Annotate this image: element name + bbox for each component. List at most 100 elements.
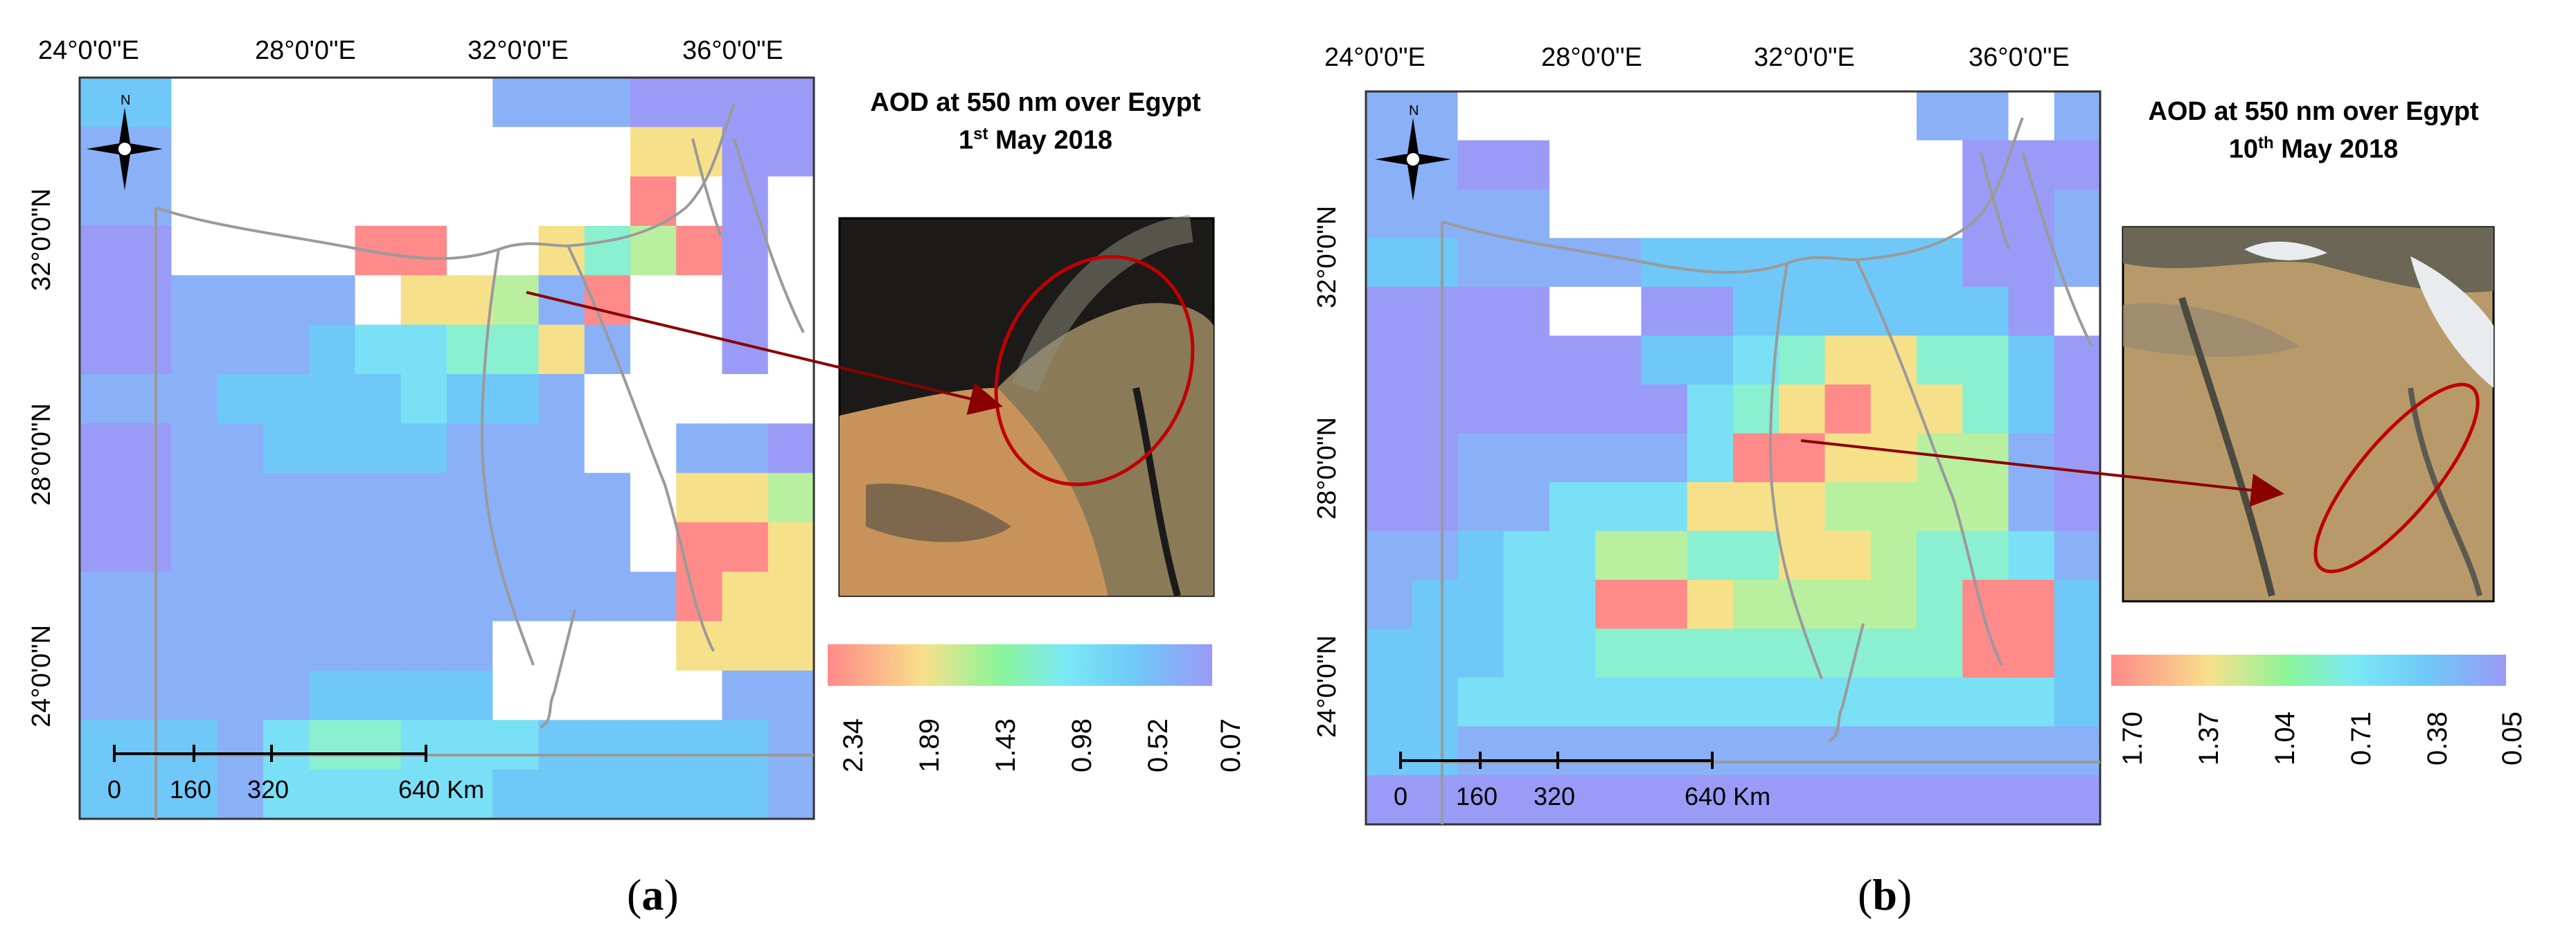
scale-label-0-b: 0: [1394, 782, 1407, 811]
title-day-b: 10: [2228, 134, 2259, 164]
aod-cell: [584, 472, 631, 523]
aod-cell: [1641, 433, 1688, 483]
aod-cell: [217, 176, 264, 227]
aod-cell: [125, 621, 172, 671]
lon-tick-36: 36°0'0"E: [682, 36, 783, 65]
aod-cell: [1687, 531, 1734, 581]
aod-cell: [355, 720, 402, 770]
aod-cell: [1457, 189, 1504, 239]
aod-cell: [1779, 678, 1826, 727]
aod-cell: [355, 78, 402, 128]
aod-cell: [80, 275, 127, 326]
aod-cell: [447, 720, 494, 770]
aod-cell: [447, 78, 494, 128]
aod-cell: [447, 373, 494, 425]
aod-cell: [125, 572, 172, 622]
aod-cell: [676, 522, 723, 573]
satellite-inset-a: [838, 215, 1215, 597]
aod-cell: [1733, 531, 1780, 581]
aod-cell: [1779, 726, 1826, 776]
scale-label-640: 640 Km: [398, 775, 484, 804]
aod-cell: [492, 275, 540, 326]
aod-cell: [1870, 775, 1917, 825]
lat-tick-24-b: 24°0'0"N: [1313, 635, 1342, 738]
aod-cell: [492, 720, 540, 770]
lat-tick-24: 24°0'0"N: [27, 625, 56, 727]
aod-cell: [1641, 580, 1688, 630]
aod-cell: [1779, 91, 1826, 141]
title-line2-b: 10th May 2018: [2106, 127, 2521, 166]
aod-cell: [217, 78, 264, 128]
aod-cell: [722, 572, 769, 622]
aod-cell: [1687, 91, 1734, 141]
lat-tick-32: 32°0'0"N: [27, 188, 56, 291]
aod-cell: [80, 324, 127, 375]
aod-cell: [2054, 91, 2101, 141]
aod-cell: [1503, 775, 1550, 825]
aod-cell: [584, 769, 631, 820]
aod-cell: [1824, 580, 1872, 630]
aod-cell: [171, 423, 218, 474]
aod-cell: [1457, 287, 1504, 337]
aod-cell: [2054, 482, 2101, 532]
aod-cell: [584, 324, 631, 375]
aod-cell: [217, 373, 264, 425]
aod-cell: [492, 670, 540, 721]
aod-cell: [1595, 238, 1642, 287]
aod-cell: [767, 423, 815, 474]
lon-tick-36-b: 36°0'0"E: [1969, 43, 2070, 72]
aod-cell: [355, 176, 402, 227]
aod-cell: [492, 176, 540, 227]
aod-cell: [1687, 628, 1734, 678]
aod-cell: [1733, 726, 1780, 776]
aod-cell: [1412, 91, 1459, 141]
aod-cell: [80, 621, 127, 671]
aod-cell: [1870, 384, 1917, 434]
aod-cell: [1779, 482, 1826, 532]
aod-cell: [630, 275, 677, 326]
aod-cell: [217, 127, 264, 177]
aod-cell: [584, 621, 631, 671]
title-day-a: 1: [958, 125, 974, 155]
aod-cell: [400, 423, 447, 474]
aod-cell: [630, 670, 677, 721]
aod-cell: [447, 522, 494, 573]
aod-cell: [1687, 189, 1734, 239]
cb-label-a-0: 2.34: [838, 718, 869, 772]
aod-cell: [263, 78, 310, 128]
aod-cell: [1641, 678, 1688, 727]
aod-cell: [1917, 580, 1964, 630]
aod-cell: [309, 621, 356, 671]
aod-cell: [355, 275, 402, 326]
aod-cell: [1641, 287, 1688, 337]
aod-cell: [630, 572, 677, 622]
aod-cell: [1687, 678, 1734, 727]
aod-cell: [1595, 335, 1642, 385]
aod-cell: [1824, 140, 1872, 190]
aod-cell: [1503, 482, 1550, 532]
aod-grid-a: [80, 78, 815, 820]
aod-cell: [217, 572, 264, 622]
aod-cell: [400, 275, 447, 326]
aod-cell: [1917, 140, 1964, 190]
aod-cell: [171, 522, 218, 573]
aod-cell: [767, 472, 815, 523]
aod-cell: [1641, 140, 1688, 190]
aod-cell: [1366, 287, 1413, 337]
aod-cell: [2054, 238, 2101, 287]
aod-cell: [1457, 335, 1504, 385]
aod-cell: [2054, 726, 2101, 776]
aod-cell: [2054, 678, 2101, 727]
aod-cell: [1962, 726, 2009, 776]
aod-cell: [1687, 238, 1734, 287]
pointer-arrow-b: [1800, 439, 2284, 507]
aod-cell: [584, 720, 631, 770]
aod-cell: [125, 324, 172, 375]
aod-cell: [171, 373, 218, 425]
aod-cell: [1457, 678, 1504, 727]
aod-cell: [263, 275, 310, 326]
aod-cell: [676, 423, 723, 474]
scale-bar-a: [113, 745, 427, 762]
aod-cell: [1503, 628, 1550, 678]
map-frame-b: [1365, 90, 2102, 826]
